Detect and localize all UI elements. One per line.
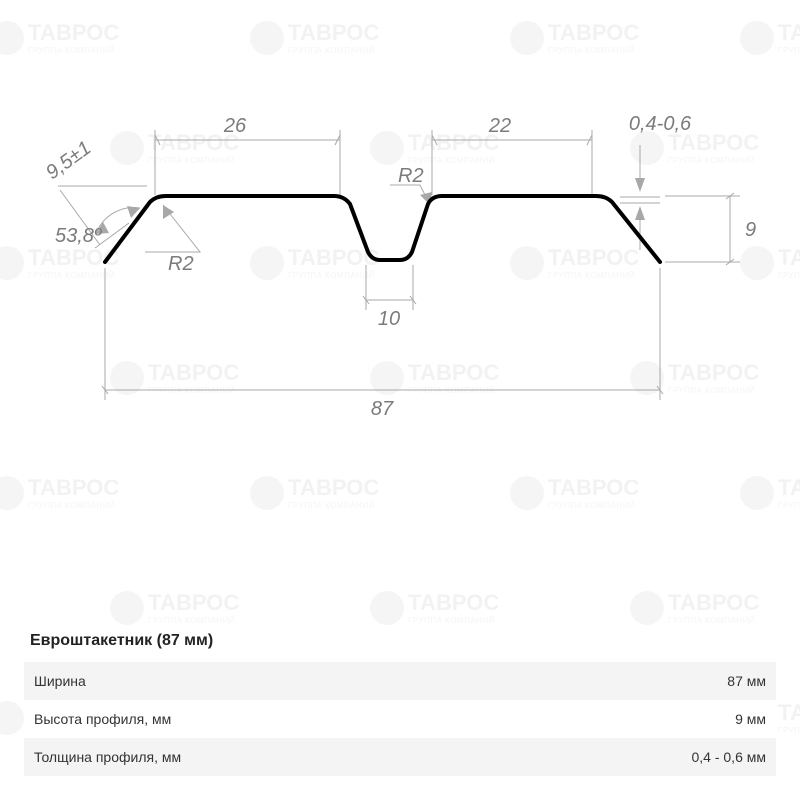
spec-row: Толщина профиля, мм 0,4 - 0,6 мм (24, 738, 776, 776)
dim-top-left: 26 (155, 115, 340, 195)
dim-angle-label: 53,8º (55, 225, 103, 247)
dim-overall: 87 (102, 268, 663, 420)
leader-r2-center: R2 (390, 165, 432, 205)
spec-row: Высота профиля, мм 9 мм (24, 700, 776, 738)
dim-flange-label: 9,5±1 (42, 137, 95, 184)
spec-value: 0,4 - 0,6 мм (691, 749, 766, 765)
spec-label: Ширина (34, 673, 86, 689)
spec-label: Высота профиля, мм (34, 711, 171, 727)
profile-diagram: 26 22 0,4-0,6 9,5±1 53,8º R2 (0, 0, 800, 520)
spec-title: Евроштакетник (87 мм) (24, 622, 776, 662)
r2-center-label: R2 (398, 165, 424, 187)
spec-value: 87 мм (727, 673, 766, 689)
dim-87-label: 87 (371, 398, 394, 420)
dim-10-label: 10 (378, 308, 400, 330)
leader-r2-left: R2 (145, 205, 200, 275)
spec-label: Толщина профиля, мм (34, 749, 181, 765)
dim-thickness: 0,4-0,6 (620, 113, 692, 250)
dim-angle: 53,8º (55, 206, 140, 247)
spec-table: Евроштакетник (87 мм) Ширина 87 мм Высот… (24, 622, 776, 776)
dim-valley: 10 (363, 265, 416, 330)
dim-22-label: 22 (488, 115, 511, 137)
r2-left-label: R2 (168, 253, 194, 275)
dim-9-label: 9 (745, 219, 756, 241)
dim-height: 9 (665, 193, 756, 265)
spec-row: Ширина 87 мм (24, 662, 776, 700)
dim-top-right: 22 (432, 115, 592, 195)
dim-26-label: 26 (223, 115, 247, 137)
dim-thickness-label: 0,4-0,6 (629, 113, 692, 135)
spec-value: 9 мм (735, 711, 766, 727)
